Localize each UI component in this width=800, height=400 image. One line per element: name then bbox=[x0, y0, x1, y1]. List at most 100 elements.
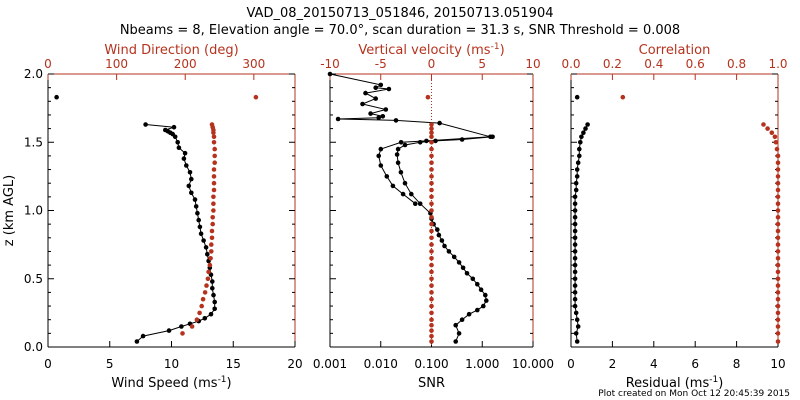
data-point bbox=[581, 130, 586, 135]
data-point bbox=[189, 190, 194, 196]
data-point bbox=[360, 101, 365, 107]
x-axis-label-text: Wind Speed (ms bbox=[111, 376, 217, 391]
data-point bbox=[429, 235, 434, 241]
series-wind-speed bbox=[134, 122, 217, 344]
data-point bbox=[429, 167, 434, 172]
data-point bbox=[378, 146, 384, 152]
data-point bbox=[572, 283, 578, 288]
x-axis-label: Residual (ms-1) bbox=[626, 375, 724, 391]
series-wind-speed-isolated bbox=[54, 94, 59, 100]
data-point bbox=[363, 90, 368, 96]
data-point bbox=[210, 221, 215, 227]
data-point bbox=[394, 152, 400, 157]
data-point bbox=[393, 118, 399, 123]
top-axis-label-text: Correlation bbox=[639, 43, 711, 58]
data-point bbox=[572, 303, 578, 309]
data-point bbox=[459, 317, 465, 323]
data-point bbox=[202, 316, 208, 321]
data-point bbox=[398, 170, 404, 175]
data-point bbox=[208, 311, 214, 317]
data-point bbox=[429, 328, 434, 333]
x-axis-label: SNR bbox=[418, 376, 445, 391]
data-point bbox=[572, 262, 578, 268]
data-point bbox=[572, 201, 578, 206]
data-point bbox=[200, 296, 206, 302]
data-point bbox=[459, 137, 465, 142]
data-point bbox=[413, 201, 418, 206]
data-point bbox=[429, 130, 434, 135]
series-line bbox=[574, 124, 589, 342]
data-point bbox=[775, 228, 781, 234]
series-snr-isolated bbox=[425, 94, 431, 100]
data-point bbox=[212, 146, 217, 152]
top-tick-label: 0.2 bbox=[603, 57, 622, 71]
data-point bbox=[572, 215, 578, 220]
data-point bbox=[439, 238, 445, 243]
figure-title-line1: VAD_08_20150713_051846, 20150713.051904 bbox=[247, 6, 554, 21]
data-point bbox=[204, 283, 209, 288]
data-point bbox=[186, 183, 192, 189]
data-point bbox=[577, 153, 582, 159]
data-point bbox=[211, 134, 217, 140]
data-point bbox=[380, 114, 386, 119]
data-point bbox=[179, 324, 184, 329]
data-point bbox=[490, 134, 495, 140]
top-tick-label: -5 bbox=[375, 57, 387, 71]
data-point bbox=[197, 224, 203, 230]
data-point bbox=[197, 310, 202, 316]
data-point bbox=[163, 127, 168, 133]
y-axis-label: z (km AGL) bbox=[2, 175, 17, 246]
top-tick-label: 0.4 bbox=[644, 57, 663, 71]
data-point bbox=[774, 146, 780, 152]
data-point bbox=[481, 303, 486, 309]
data-point bbox=[184, 163, 189, 168]
data-point bbox=[205, 251, 210, 257]
data-point bbox=[429, 322, 434, 328]
data-point bbox=[398, 140, 404, 145]
top-tick-label: 0.0 bbox=[561, 57, 580, 71]
data-point bbox=[194, 317, 200, 323]
data-point bbox=[425, 94, 431, 100]
data-point bbox=[373, 96, 379, 101]
data-point bbox=[212, 306, 217, 312]
data-point bbox=[574, 174, 580, 179]
top-tick-label: 0 bbox=[428, 57, 436, 71]
data-point bbox=[134, 339, 140, 344]
data-point bbox=[210, 286, 215, 291]
data-point bbox=[572, 208, 578, 213]
data-point bbox=[775, 194, 781, 200]
data-point bbox=[209, 242, 214, 247]
data-point bbox=[189, 176, 194, 182]
top-tick-label: 0.8 bbox=[727, 57, 746, 71]
figure-title-line2: Nbeams = 8, Elevation angle = 70.0°, sca… bbox=[120, 23, 680, 38]
data-point bbox=[464, 271, 470, 276]
data-point bbox=[761, 122, 766, 127]
data-point bbox=[166, 328, 172, 333]
series-residual bbox=[572, 122, 590, 344]
data-point bbox=[775, 174, 781, 179]
data-point bbox=[453, 339, 459, 344]
data-point bbox=[433, 138, 438, 144]
data-point bbox=[572, 194, 578, 200]
series-correlation-isolated bbox=[620, 94, 626, 100]
data-point bbox=[211, 194, 216, 200]
data-point bbox=[572, 221, 578, 227]
data-point bbox=[572, 269, 578, 275]
data-point bbox=[769, 130, 775, 135]
data-point bbox=[573, 187, 579, 193]
data-point bbox=[429, 194, 434, 200]
data-point bbox=[429, 153, 434, 159]
x-axis-label-superscript: -1 bbox=[709, 375, 718, 385]
x-tick-label: 20 bbox=[287, 357, 302, 371]
data-point bbox=[775, 303, 781, 309]
data-point bbox=[211, 167, 217, 172]
data-point bbox=[327, 71, 333, 77]
data-point bbox=[205, 276, 211, 282]
series-wind-direction-isolated bbox=[253, 94, 259, 100]
data-point bbox=[378, 82, 384, 88]
data-point bbox=[203, 245, 209, 250]
data-point bbox=[775, 153, 781, 159]
data-point bbox=[402, 142, 408, 148]
data-point bbox=[429, 303, 434, 309]
data-point bbox=[775, 269, 781, 275]
